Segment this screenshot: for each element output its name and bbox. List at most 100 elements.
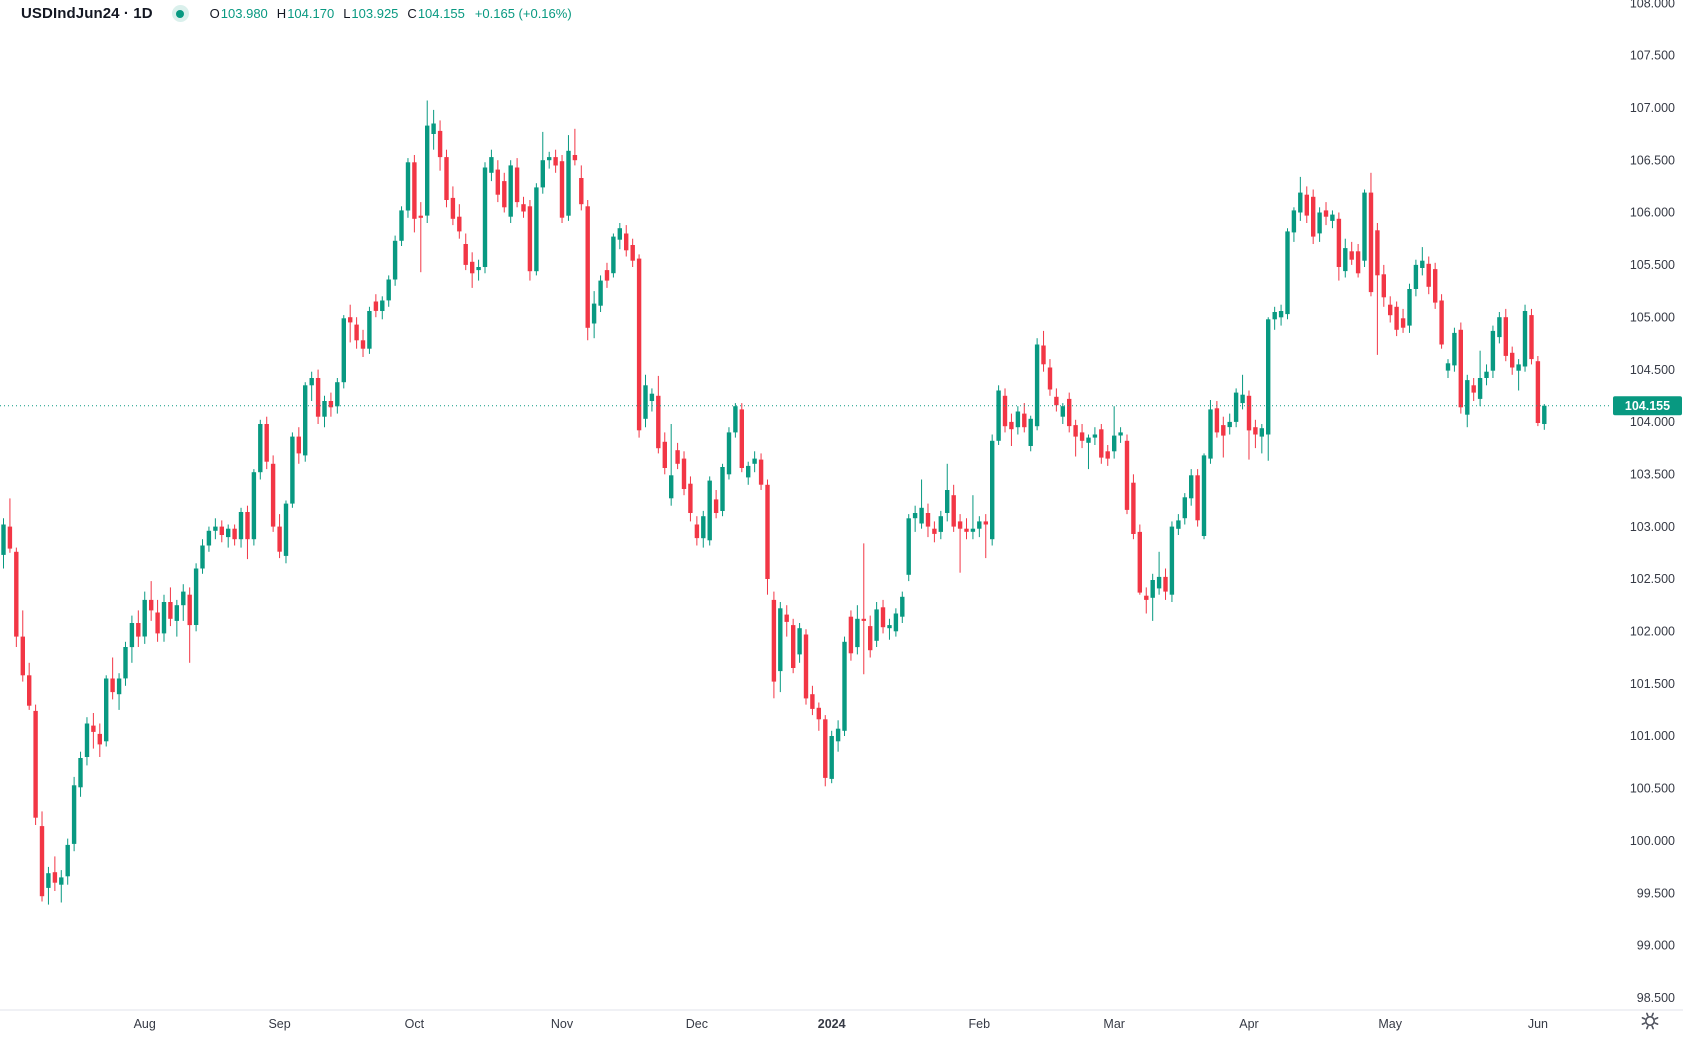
candle-body [1182,497,1187,519]
candle-body [1227,421,1232,428]
candle-body [1355,251,1361,274]
candle-body [1522,311,1528,367]
high-value: 104.170 [287,6,335,21]
candle-body [258,424,263,473]
candle-body [1298,192,1303,213]
candle-body [322,401,327,417]
candle-body [399,210,404,241]
candle-body [874,609,879,641]
candle-body [1439,300,1444,345]
candle-body [232,528,237,540]
price-axis[interactable]: 108.000 107.500 107.000 106.500 106.000 105.5… [1630,0,1675,1005]
candle-body [925,513,931,527]
candle-body [1458,329,1463,408]
price-tick-label: 107.000 [1630,101,1675,115]
candle-body [855,618,860,648]
candle-body [649,393,655,401]
time-tick-label: May [1378,1017,1402,1031]
time-tick-label: Mar [1103,1017,1125,1031]
candle-body [1112,435,1117,452]
time-tick-label: Feb [969,1017,991,1031]
candles-layer [1,100,1547,905]
candle-body [418,215,423,218]
candle-body [945,490,950,513]
candle-body [1,524,6,555]
candle-body [1420,260,1425,268]
candle-body [450,197,456,219]
candle-body [643,385,648,419]
candle-body [1176,520,1181,529]
time-axis[interactable]: Aug Sep Oct Nov Dec 2024 Feb Mar Apr May Jun [134,1017,1548,1031]
candle-body [1471,385,1476,393]
candle-body [1124,440,1130,510]
candle-body [1015,411,1021,428]
candle-body [116,678,122,695]
candle-body [495,169,500,195]
price-tick-label: 106.500 [1630,153,1675,167]
candle-body [1317,212,1322,234]
candle-body [1336,218,1342,267]
price-tick-label: 101.500 [1630,677,1675,691]
candle-body [348,317,353,323]
candle-body [1330,214,1335,221]
candle-body [996,390,1001,441]
candle-body [360,340,366,349]
candle-body [746,465,751,478]
candle-body [52,872,58,883]
candle-body [669,475,674,499]
candle-body [1054,396,1059,406]
candle-body [251,472,257,540]
symbol-interval: 1D [133,5,153,22]
candle-body [591,303,597,324]
candle-body [155,612,160,634]
close-value: 104.155 [417,6,465,21]
candle-body [245,512,250,540]
candle-body [1073,425,1078,437]
candle-body [1516,364,1521,371]
market-status-dot-icon[interactable] [171,5,189,22]
candle-body [123,647,128,679]
candle-body [579,178,584,205]
candle-body [977,521,982,529]
candle-body [508,165,513,217]
candle-body [919,507,924,524]
candle-body [482,167,488,267]
time-tick-label: Nov [551,1017,574,1031]
candle-body [84,723,90,757]
change-value: +0.165 (+0.16%) [474,6,572,21]
axis-settings-button[interactable] [1639,1010,1661,1032]
candle-body [136,623,141,637]
candle-body [1221,425,1226,436]
candle-body [566,150,571,216]
candle-body [1201,455,1207,536]
candle-body [1253,427,1258,435]
candle-body [887,625,892,629]
symbol-title[interactable]: USDIndJun24 · 1D [21,5,153,22]
candle-body [701,516,706,539]
candle-body [765,484,770,579]
candle-body [1028,418,1033,446]
candle-body [129,623,135,648]
candle-body [553,157,558,166]
candle-body [437,130,443,158]
gear-icon [1641,1012,1659,1030]
candle-body [1047,367,1053,390]
time-tick-label: Apr [1239,1017,1258,1031]
candle-body [906,518,911,575]
candle-body [559,161,565,218]
candle-body [604,270,610,281]
candle-body [1407,289,1412,326]
candle-body [283,503,289,556]
candle-body [187,594,192,626]
price-tick-label: 104.500 [1630,363,1675,377]
candle-body [1529,315,1534,360]
candle-body [226,528,231,538]
candle-body [598,280,603,306]
price-tick-label: 104.000 [1630,415,1675,429]
candle-body [303,385,308,456]
current-price-label: 104.155 [1625,399,1670,413]
candle-body [1368,192,1374,293]
candle-body [540,160,545,188]
candle-body [861,618,866,621]
